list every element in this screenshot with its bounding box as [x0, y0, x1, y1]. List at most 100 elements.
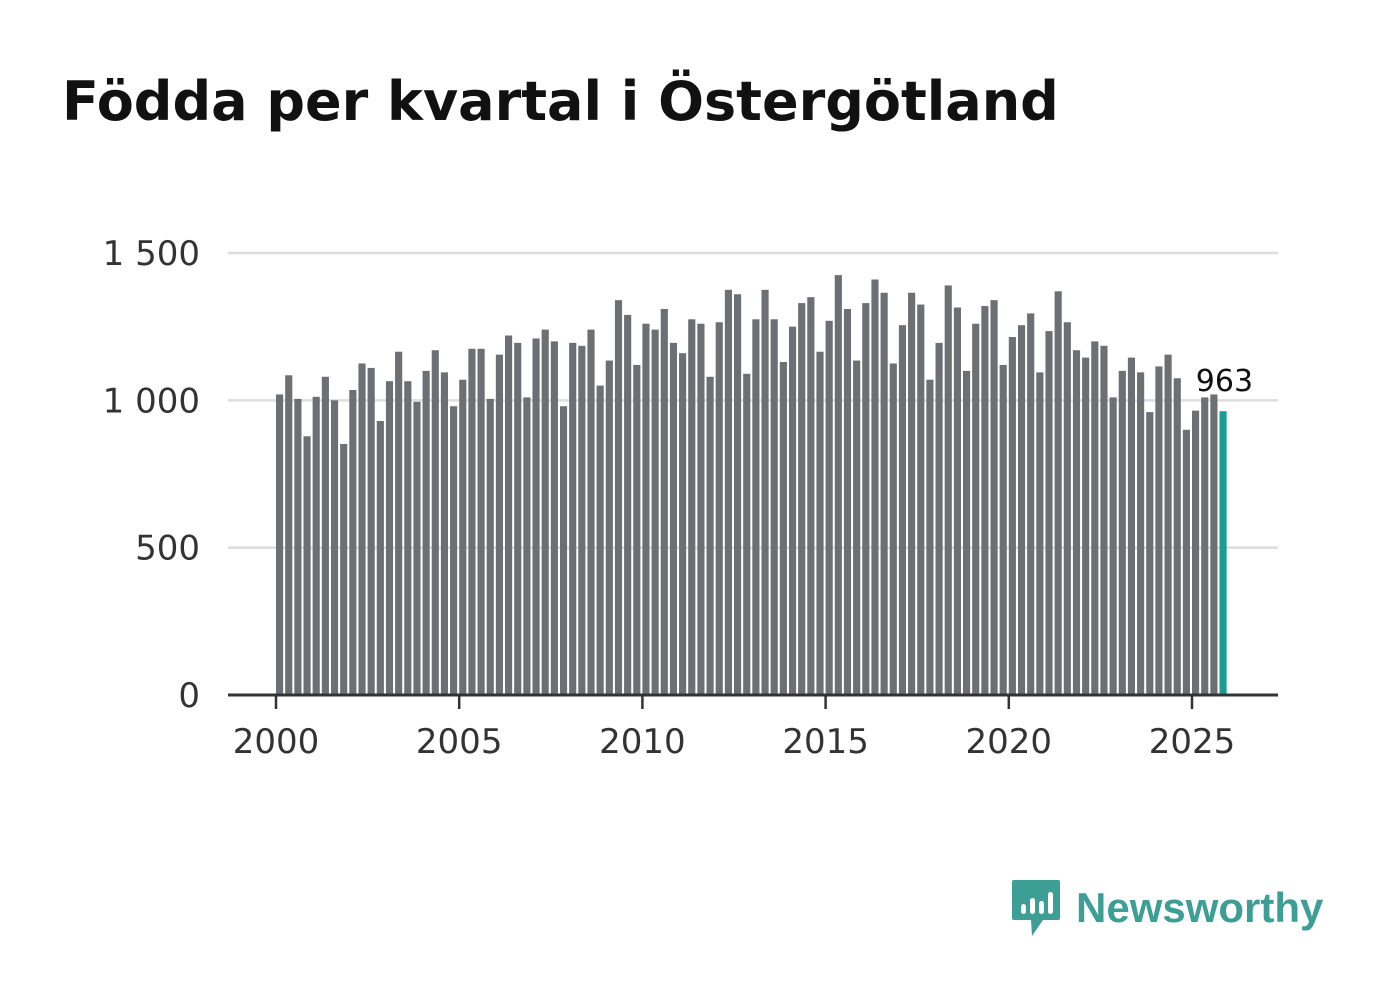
bar — [1100, 345, 1108, 695]
bar — [569, 342, 577, 695]
bar — [486, 398, 494, 695]
bar — [788, 326, 797, 695]
bar — [532, 338, 540, 695]
bar — [1045, 331, 1053, 695]
bar-series — [276, 275, 1227, 695]
bar — [1127, 357, 1136, 695]
bar — [495, 354, 503, 695]
bar — [1054, 291, 1062, 695]
bar — [981, 306, 989, 695]
bar — [1173, 378, 1181, 695]
bar — [550, 341, 558, 695]
bar — [679, 353, 687, 695]
bar — [917, 304, 925, 695]
bar — [1091, 341, 1099, 695]
y-tick-label: 1 500 — [103, 234, 200, 274]
bar — [276, 394, 284, 695]
bar — [816, 351, 824, 695]
bar — [330, 400, 339, 695]
bar — [1082, 357, 1090, 695]
bar — [605, 360, 613, 695]
bar — [990, 300, 998, 695]
bar — [404, 381, 412, 695]
bar — [559, 406, 568, 695]
chart-title: Födda per kvartal i Östergötland — [62, 70, 1059, 133]
bar — [669, 342, 678, 695]
bar — [1027, 313, 1035, 695]
bar — [523, 397, 531, 695]
bar — [715, 322, 723, 695]
bar — [514, 342, 522, 695]
bar — [953, 307, 961, 695]
bar — [1017, 325, 1026, 695]
bar — [376, 420, 384, 695]
bar — [779, 362, 787, 695]
bar — [1137, 372, 1145, 695]
bar — [926, 379, 934, 695]
bar — [413, 401, 421, 695]
bar — [1072, 350, 1081, 695]
bar — [743, 373, 751, 695]
bar — [908, 292, 916, 695]
bar — [770, 319, 778, 695]
bar — [898, 325, 907, 695]
bar — [440, 372, 449, 695]
bar — [798, 303, 806, 695]
bar — [1182, 429, 1190, 695]
brand-logo: Newsworthy — [1010, 878, 1323, 938]
bar — [999, 364, 1007, 695]
bar — [541, 329, 549, 695]
bar — [614, 300, 623, 695]
bar — [321, 376, 329, 695]
y-tick-label: 0 — [178, 676, 200, 716]
bar — [642, 323, 650, 695]
bar-highlight — [1219, 411, 1227, 695]
bar — [596, 385, 604, 695]
bar — [963, 370, 971, 695]
brand-name: Newsworthy — [1076, 884, 1324, 931]
bar — [889, 363, 897, 695]
bar — [477, 348, 485, 695]
x-tick-label: 2005 — [416, 722, 503, 762]
bar — [459, 379, 467, 695]
bar — [724, 289, 732, 695]
y-tick-label: 1 000 — [103, 381, 200, 421]
bar — [395, 351, 403, 695]
bar — [825, 320, 833, 695]
bar — [285, 375, 293, 695]
bar — [862, 303, 870, 695]
y-tick-label: 500 — [135, 529, 200, 569]
newsworthy-logo-icon — [1012, 880, 1060, 936]
axes: 0 500 1 000 1 500 2000 2005 2010 2015 2020 2025 — [103, 234, 1278, 762]
bar — [633, 364, 641, 695]
bar — [688, 319, 696, 695]
bar — [349, 390, 357, 695]
bar — [468, 348, 476, 695]
bar — [697, 323, 705, 695]
bar — [734, 294, 742, 695]
bar — [578, 345, 586, 695]
bar — [1155, 366, 1163, 695]
x-tick-label: 2020 — [966, 722, 1053, 762]
bar — [752, 319, 760, 695]
bar — [706, 376, 714, 695]
bar — [294, 398, 302, 695]
bar — [1201, 397, 1209, 695]
bar — [624, 314, 632, 695]
bar — [807, 297, 815, 695]
bar — [1109, 397, 1117, 695]
bar — [871, 279, 879, 695]
x-tick-label: 2025 — [1149, 722, 1236, 762]
bar — [505, 335, 513, 695]
bar — [340, 443, 348, 695]
bar — [1118, 370, 1126, 695]
bar — [303, 436, 311, 695]
bar — [1210, 394, 1218, 695]
bar — [660, 308, 668, 695]
bar — [431, 350, 439, 695]
x-tick-label: 2015 — [782, 722, 869, 762]
bar — [761, 289, 769, 695]
bar — [853, 360, 861, 695]
bar — [367, 367, 375, 695]
